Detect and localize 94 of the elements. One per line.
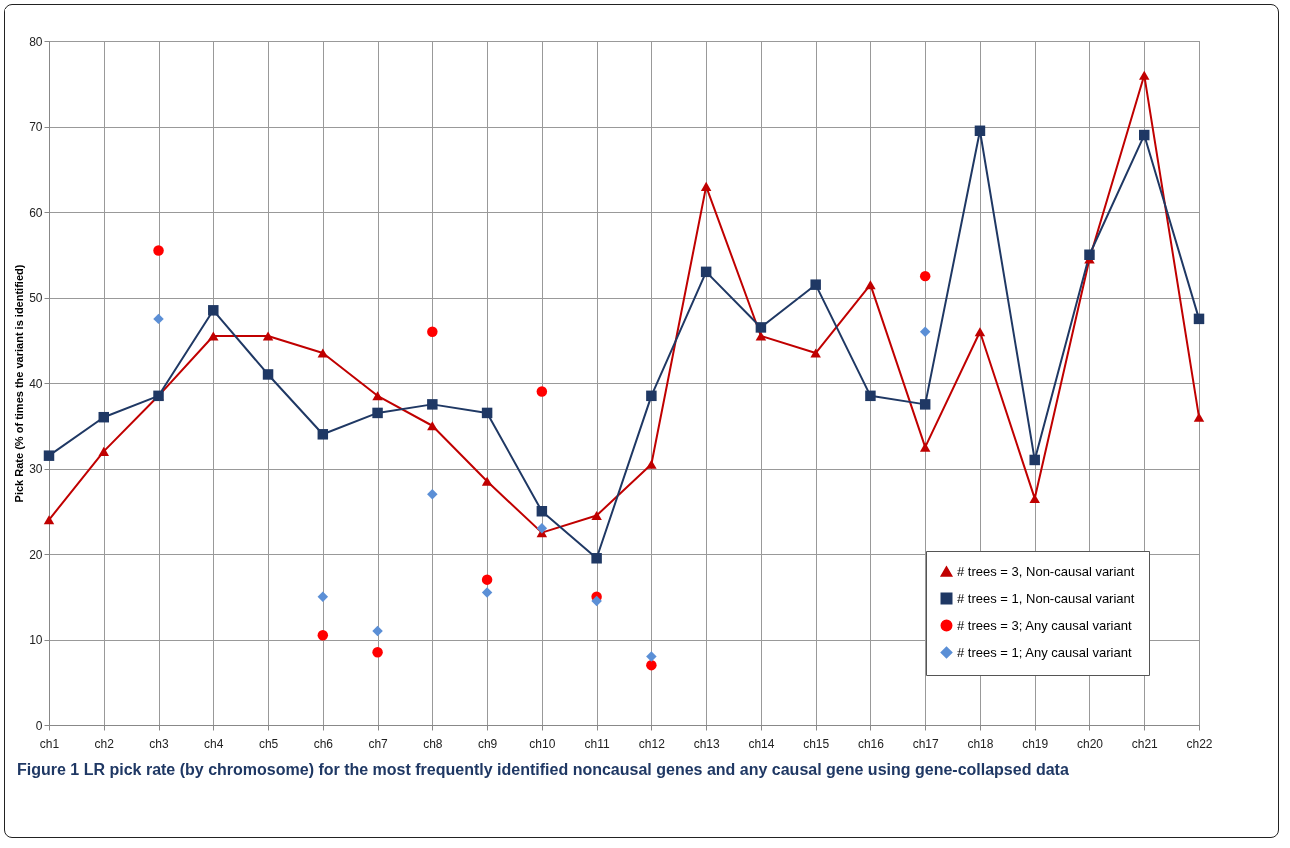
x-tick-label: ch16 — [857, 736, 885, 751]
x-tick-label: ch22 — [1186, 736, 1213, 751]
point — [646, 390, 657, 402]
point — [372, 407, 383, 419]
point — [427, 399, 438, 410]
point — [1138, 70, 1150, 80]
point — [591, 595, 602, 607]
point — [98, 411, 110, 423]
x-tick-label: ch21 — [1131, 736, 1159, 751]
point — [372, 625, 383, 637]
y-axis-title: Pick Rate (% of times the variant is identified) — [13, 264, 26, 503]
x-tick-label: ch20 — [1076, 736, 1104, 751]
point — [153, 245, 164, 256]
point — [481, 476, 493, 486]
x-tick-label: ch7 — [368, 736, 389, 751]
point — [919, 399, 931, 410]
point — [1193, 412, 1205, 422]
legend-label: # trees = 3, Non-causal variant — [957, 563, 1135, 579]
y-tick-label: 30 — [29, 462, 43, 476]
point — [372, 647, 383, 658]
point — [317, 429, 329, 440]
x-tick-label: ch3 — [149, 736, 170, 751]
point — [591, 553, 602, 564]
y-tick-label: 50 — [29, 291, 43, 305]
x-tick-label: ch19 — [1022, 736, 1049, 751]
point — [481, 587, 493, 598]
point — [919, 326, 931, 337]
legend-label: # trees = 3; Any causal variant — [957, 617, 1132, 633]
x-tick-label: ch13 — [693, 736, 720, 751]
point — [865, 390, 876, 402]
x-tick-label: ch11 — [584, 736, 611, 751]
x-tick-label: ch9 — [477, 736, 498, 751]
point — [591, 510, 602, 521]
point — [1029, 454, 1040, 466]
x-tick-label: ch18 — [967, 736, 994, 751]
point — [646, 651, 657, 662]
x-tick-label: ch15 — [803, 736, 830, 751]
x-tick-label: ch5 — [258, 736, 279, 751]
point — [372, 391, 383, 401]
y-tick-label: 20 — [29, 547, 43, 562]
x-tick-label: ch14 — [748, 736, 775, 751]
point — [919, 270, 931, 282]
point — [974, 125, 986, 137]
y-tick-label: 10 — [29, 633, 43, 647]
point — [755, 331, 767, 341]
point — [43, 450, 55, 461]
legend-label: # trees = 1, Non-causal variant — [957, 590, 1135, 606]
y-tick-label: 40 — [29, 376, 43, 391]
x-tick-label: ch1 — [39, 736, 60, 751]
caption: Figure 1 LR pick rate (by chromosome) for the most frequently identified noncausal genes and any causal gene using gene-collapsed data — [16, 760, 1070, 780]
point — [317, 348, 329, 358]
point — [646, 659, 657, 671]
point — [98, 446, 110, 456]
point — [1029, 493, 1040, 503]
y-tick-label: 70 — [29, 120, 43, 134]
point — [262, 331, 274, 341]
x-tick-label: ch6 — [313, 736, 334, 751]
point — [865, 280, 876, 290]
point — [1084, 249, 1095, 260]
x-tick-label: ch8 — [423, 736, 443, 751]
point — [974, 327, 986, 337]
x-tick-label: ch10 — [529, 736, 556, 751]
point — [208, 331, 219, 341]
point — [700, 266, 712, 278]
point — [810, 348, 821, 358]
point — [810, 279, 821, 290]
x-tick-label: ch2 — [94, 736, 115, 751]
point — [755, 322, 767, 333]
point — [1138, 129, 1150, 141]
point — [536, 386, 548, 397]
point — [427, 326, 438, 337]
legend-label: # trees = 1; Any causal variant — [957, 644, 1132, 660]
point — [262, 369, 274, 380]
point — [700, 181, 712, 191]
x-tick-label: ch17 — [912, 736, 940, 751]
point — [1193, 313, 1205, 325]
point — [208, 305, 219, 316]
point — [43, 515, 55, 525]
y-tick-label: 60 — [29, 205, 43, 220]
point — [317, 629, 329, 641]
y-tick-label: 0 — [35, 718, 43, 733]
point — [919, 442, 931, 452]
point — [317, 591, 329, 602]
x-tick-label: ch4 — [204, 736, 224, 751]
point — [536, 523, 548, 534]
point — [427, 488, 438, 500]
point — [481, 407, 493, 419]
point — [536, 506, 548, 517]
point — [427, 421, 438, 431]
point — [481, 574, 493, 585]
y-tick-label: 80 — [29, 34, 43, 49]
point — [153, 313, 164, 325]
x-tick-label: ch12 — [638, 736, 666, 751]
point — [646, 459, 657, 469]
